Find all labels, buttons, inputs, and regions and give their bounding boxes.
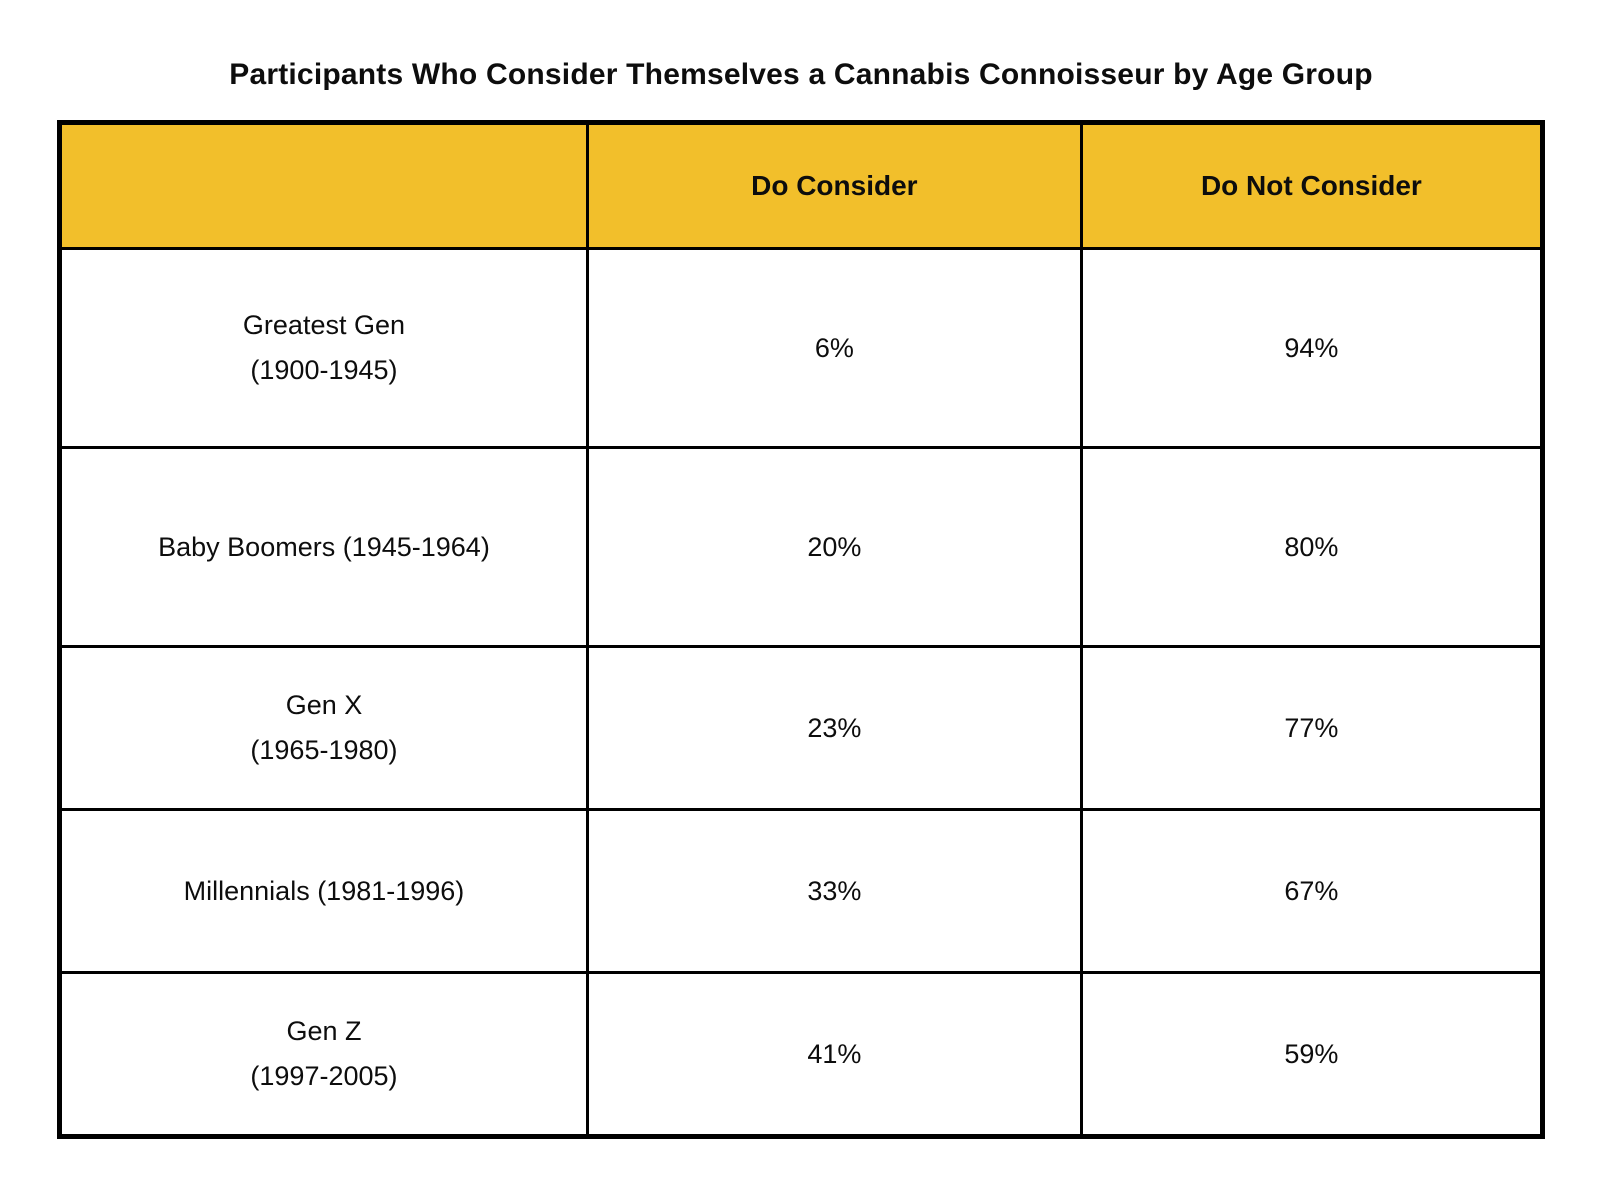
header-cell-do-consider: Do Consider bbox=[585, 121, 1083, 250]
row-label-line: (1900-1945) bbox=[250, 355, 398, 385]
table-row: Baby Boomers (1945-1964) 20% 80% bbox=[58, 446, 1545, 648]
row-label-cell: Baby Boomers (1945-1964) bbox=[58, 446, 589, 648]
row-label-cell: Greatest Gen (1900-1945) bbox=[58, 247, 589, 449]
row-label-line: (1997-2005) bbox=[250, 1061, 398, 1091]
table-header-row: Do Consider Do Not Consider bbox=[58, 121, 1545, 250]
header-cell-do-not-consider: Do Not Consider bbox=[1079, 121, 1545, 250]
do-consider-cell: 23% bbox=[585, 645, 1083, 811]
do-consider-cell: 33% bbox=[585, 808, 1083, 974]
row-label-line: Gen Z bbox=[286, 1016, 362, 1046]
row-label-line: Millennials (1981-1996) bbox=[183, 875, 465, 906]
table-row: Gen X (1965-1980) 23% 77% bbox=[58, 645, 1545, 811]
do-consider-cell: 20% bbox=[585, 446, 1083, 648]
do-not-consider-cell: 94% bbox=[1079, 247, 1545, 449]
do-consider-cell: 6% bbox=[585, 247, 1083, 449]
connoisseur-table: Do Consider Do Not Consider Greatest Gen… bbox=[57, 120, 1545, 1139]
table-row: Greatest Gen (1900-1945) 6% 94% bbox=[58, 247, 1545, 449]
page-title: Participants Who Consider Themselves a C… bbox=[229, 58, 1373, 91]
do-not-consider-cell: 67% bbox=[1079, 808, 1545, 974]
do-consider-cell: 41% bbox=[585, 971, 1083, 1138]
row-label-cell: Millennials (1981-1996) bbox=[58, 808, 589, 974]
table-row: Gen Z (1997-2005) 41% 59% bbox=[58, 971, 1545, 1138]
row-label-line: Baby Boomers (1945-1964) bbox=[158, 531, 490, 562]
table-row: Millennials (1981-1996) 33% 67% bbox=[58, 808, 1545, 974]
row-label-cell: Gen X (1965-1980) bbox=[58, 645, 589, 811]
row-label-cell: Gen Z (1997-2005) bbox=[58, 971, 589, 1138]
do-not-consider-cell: 77% bbox=[1079, 645, 1545, 811]
row-label-line: (1965-1980) bbox=[250, 735, 398, 765]
header-cell-age-group bbox=[58, 121, 589, 250]
row-label-line: Greatest Gen bbox=[242, 310, 406, 340]
row-label-line: Gen X bbox=[285, 690, 363, 720]
do-not-consider-cell: 59% bbox=[1079, 971, 1545, 1138]
do-not-consider-cell: 80% bbox=[1079, 446, 1545, 648]
